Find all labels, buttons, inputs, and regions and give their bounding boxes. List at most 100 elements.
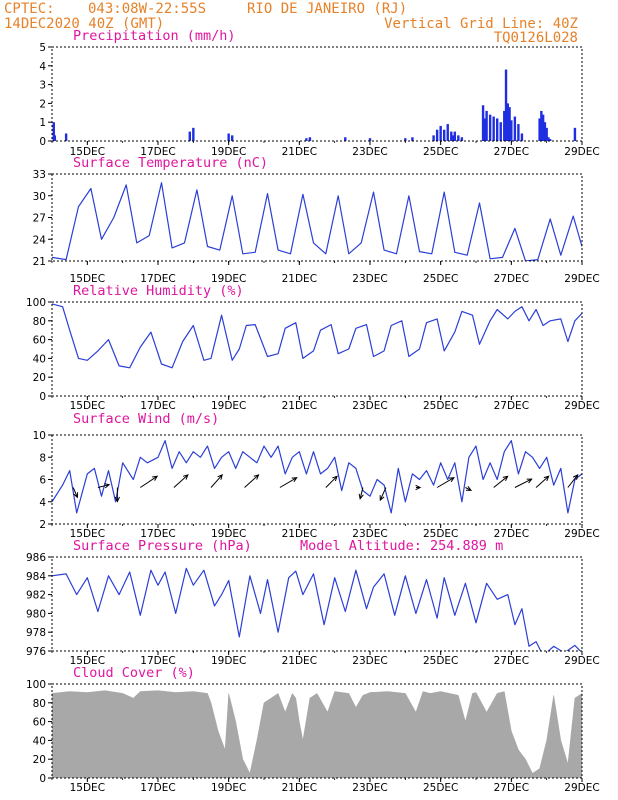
wind-arrow <box>493 475 509 488</box>
temperature-series-line <box>52 182 582 261</box>
temperature-xtick-label: 23DEC <box>352 273 387 285</box>
panel-wind: Surface Wind (m/s) 15DEC 17DEC 19DEC 21DEC 23… <box>33 411 600 540</box>
precipitation-bar <box>450 131 453 141</box>
wind-arrow <box>97 483 111 489</box>
humidity-xtick-label: 29DEC <box>564 400 599 412</box>
pressure-ytick-label: 982 <box>26 590 46 602</box>
pressure-xtick-label: 15DEC <box>70 655 105 667</box>
precipitation-xtick-label: 23DEC <box>352 146 387 158</box>
humidity-frame <box>51 301 583 397</box>
panels: Precipitation (mm/h) 15DEC 17DEC 19DEC 21DEC… <box>26 28 600 794</box>
temperature-title: Surface Temperature (nC) <box>73 155 268 171</box>
precipitation-bar <box>496 118 499 141</box>
precipitation-bar <box>517 124 520 141</box>
precipitation-xtick-label: 29DEC <box>564 146 599 158</box>
precipitation-xtick-label: 25DEC <box>423 146 458 158</box>
precipitation-bar <box>549 139 552 141</box>
panel-cloud_cover: Cloud Cover (%) 15DEC 17DEC 19DEC 21DEC 23DEC… <box>26 665 600 794</box>
cloud_cover-xtick-label: 27DEC <box>494 782 529 794</box>
precipitation-xtick-label: 15DEC <box>70 146 105 158</box>
wind-arrow <box>140 475 159 488</box>
precipitation-bar <box>488 114 492 141</box>
humidity-title: Relative Humidity (%) <box>73 283 244 299</box>
temperature-ytick-label: 33 <box>33 169 46 181</box>
cloud_cover-xtick-label: 15DEC <box>70 782 105 794</box>
humidity-ytick-label: 100 <box>26 297 46 309</box>
wind-ytick-label: 4 <box>39 497 46 509</box>
precipitation-xtick-label: 17DEC <box>140 146 175 158</box>
cloud_cover-plot <box>52 690 582 778</box>
precipitation-ytick-label: 1 <box>39 117 46 129</box>
humidity-xtick-label: 25DEC <box>423 400 458 412</box>
humidity-xtick-label: 27DEC <box>494 400 529 412</box>
panel-pressure: Surface Pressure (hPa) Model Altitude: 25… <box>26 538 600 667</box>
wind-arrow <box>244 474 260 488</box>
wind-arrow <box>358 487 364 500</box>
humidity-xtick-label: 19DEC <box>211 400 246 412</box>
temperature-xtick-label: 29DEC <box>564 273 599 285</box>
precipitation-bar <box>404 138 407 141</box>
temperature-ytick-label: 27 <box>33 213 46 225</box>
wind-xtick-label: 15DEC <box>70 528 105 540</box>
wind-ytick-label: 8 <box>39 452 46 464</box>
precipitation-ytick-label: 4 <box>39 61 46 73</box>
cloud_cover-xtick-label: 23DEC <box>352 782 387 794</box>
temperature-ytick-label: 21 <box>33 256 46 268</box>
humidity-xtick-label: 17DEC <box>140 400 175 412</box>
precipitation-ytick-label: 5 <box>39 42 46 54</box>
precipitation-bar <box>368 138 372 141</box>
humidity-plot <box>52 303 582 369</box>
humidity-ytick-label: 80 <box>33 316 46 328</box>
pressure-ytick-label: 980 <box>26 608 46 620</box>
precipitation-frame <box>51 46 583 142</box>
precipitation-bar <box>446 124 449 141</box>
panel-temperature: Surface Temperature (nC) 15DEC 17DEC 19DEC 2… <box>33 155 600 285</box>
wind-arrow <box>173 474 189 488</box>
wind-xtick-label: 17DEC <box>140 528 175 540</box>
cloud_cover-xtick-label: 21DEC <box>282 782 317 794</box>
wind-arrow <box>379 487 387 502</box>
precipitation-bar <box>508 107 511 141</box>
precipitation-bar <box>485 110 488 141</box>
precipitation-bar <box>520 133 524 141</box>
wind-ytick-label: 6 <box>39 475 46 487</box>
cloud_cover-area <box>52 690 582 778</box>
precipitation-xtick-label: 21DEC <box>282 146 317 158</box>
humidity-xtick-label: 21DEC <box>282 400 317 412</box>
wind-title: Surface Wind (m/s) <box>73 411 219 427</box>
precipitation-bar <box>52 122 55 141</box>
precipitation-bar <box>305 138 308 141</box>
precipitation-ytick-label: 2 <box>39 98 46 110</box>
precipitation-bar <box>453 131 456 141</box>
pressure-annotation: Model Altitude: 254.889 m <box>300 538 503 554</box>
precipitation-bar <box>492 116 495 141</box>
wind-arrow <box>279 477 298 488</box>
precipitation-bar <box>545 127 548 141</box>
precipitation-bar <box>457 135 460 141</box>
wind-xtick-label: 19DEC <box>211 528 246 540</box>
precipitation-bar <box>504 69 508 141</box>
cloud_cover-ytick-label: 60 <box>33 717 46 729</box>
wind-ytick-label: 2 <box>39 519 46 531</box>
pressure-ytick-label: 978 <box>26 627 46 639</box>
temperature-xtick-label: 19DEC <box>211 273 246 285</box>
pressure-plot <box>52 567 582 651</box>
pressure-xtick-label: 21DEC <box>282 655 317 667</box>
wind-xtick-label: 27DEC <box>494 528 529 540</box>
precipitation-bar <box>483 118 487 141</box>
wind-arrow <box>436 477 455 488</box>
temperature-xtick-label: 21DEC <box>282 273 317 285</box>
temperature-plot <box>52 182 582 261</box>
pressure-xtick-label: 25DEC <box>423 655 458 667</box>
wind-arrow <box>514 478 533 488</box>
precipitation-title: Precipitation (mm/h) <box>73 28 236 44</box>
precipitation-bar <box>451 135 455 141</box>
temperature-frame <box>51 173 583 262</box>
humidity-xtick-label: 15DEC <box>70 400 105 412</box>
precipitation-bar <box>227 133 230 141</box>
precipitation-plot <box>52 69 577 141</box>
wind-frame <box>51 434 583 525</box>
header: CPTEC: 043:08W-22:55S RIO DE JANEIRO (RJ… <box>4 1 578 46</box>
wind-xtick-label: 25DEC <box>423 528 458 540</box>
